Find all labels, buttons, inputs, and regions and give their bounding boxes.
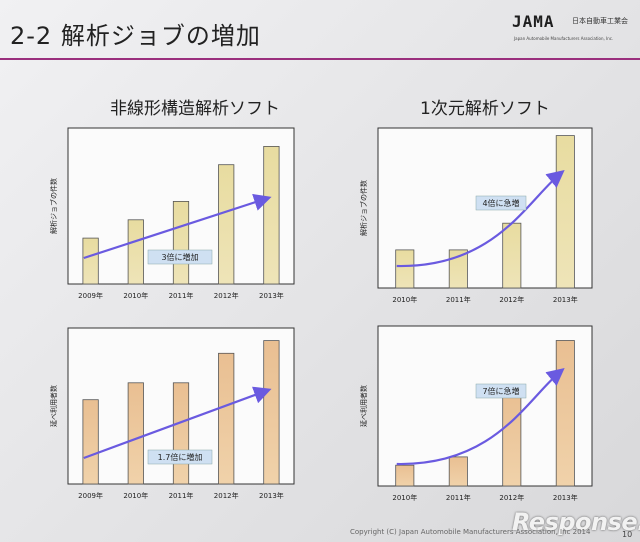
x-tick-label: 2011年 — [446, 295, 471, 304]
chart-nonlinear-jobs: 2009年 2010年 2011年 2012年 2013年 解析ジョブの件数 3倍に増加 — [49, 127, 295, 300]
bar — [218, 352, 235, 485]
annotation-box — [147, 249, 213, 265]
y-axis-label: 解析ジョブの件数 — [49, 178, 58, 234]
annotation-label: 4倍に急増 — [482, 198, 519, 208]
x-tick-label: 2010年 — [123, 291, 148, 300]
x-tick-label: 2012年 — [499, 295, 524, 304]
logo-mark: JAMA — [512, 12, 555, 31]
growth-arrow — [396, 170, 565, 268]
growth-arrow — [83, 193, 272, 260]
slide-title: 2-2 解析ジョブの増加 — [10, 22, 261, 50]
copyright-footer: Copyright (C) Japan Automobile Manufactu… — [350, 528, 591, 536]
y-axis-label: 延べ利用者数 — [359, 385, 368, 427]
growth-arrow — [396, 368, 565, 466]
x-tick-label: 2010年 — [123, 491, 148, 500]
response-watermark: Response. — [512, 508, 640, 536]
jama-logo: JAMA 日本自動車工業会 Japan Automobile Manufactu… — [512, 12, 636, 52]
bar — [502, 392, 522, 487]
chart-1d-users: 2010年 2011年 2012年 2013年 延べ利用者数 7倍に急増 — [359, 325, 593, 502]
x-tick-label: 2011年 — [169, 491, 194, 500]
bar — [82, 399, 99, 485]
annotation-label: 7倍に急増 — [482, 386, 519, 396]
logo-subtitle: Japan Automobile Manufacturers Associati… — [514, 36, 614, 41]
y-axis-label: 延べ利用者数 — [49, 385, 58, 427]
growth-arrow — [83, 386, 272, 460]
bar — [127, 382, 144, 485]
bar — [448, 249, 468, 289]
bar — [218, 164, 235, 285]
logo-text: 日本自動車工業会 — [572, 17, 628, 25]
x-tick-label: 2012年 — [214, 491, 239, 500]
bar — [502, 222, 522, 289]
annotation-box — [475, 383, 527, 399]
annotation-label: 1.7倍に増加 — [158, 452, 203, 462]
x-tick-label: 2011年 — [169, 291, 194, 300]
bar — [172, 201, 190, 285]
x-tick-label: 2010年 — [392, 493, 417, 502]
section-title-nonlinear: 非線形構造解析ソフト — [110, 99, 280, 119]
bar — [395, 249, 415, 289]
page-number: 10 — [622, 530, 633, 539]
chart-1d-jobs: 2010年 2011年 2012年 2013年 解析ジョブの件数 4倍に急増 — [359, 127, 593, 304]
x-tick-label: 2010年 — [392, 295, 417, 304]
x-tick-label: 2013年 — [553, 295, 578, 304]
x-tick-label: 2013年 — [259, 291, 284, 300]
annotation-label: 3倍に増加 — [161, 252, 198, 262]
bar — [172, 382, 190, 485]
y-axis-label: 解析ジョブの件数 — [359, 180, 368, 236]
x-tick-label: 2011年 — [446, 493, 471, 502]
chart-nonlinear-users: 2009年 2010年 2011年 2012年 2013年 延べ利用者数 1.7倍に増加 — [49, 327, 295, 500]
bar — [82, 237, 99, 285]
bar — [395, 464, 415, 487]
x-tick-label: 2012年 — [499, 493, 524, 502]
annotation-box — [147, 449, 213, 465]
x-tick-label: 2009年 — [78, 491, 103, 500]
x-tick-label: 2009年 — [78, 291, 103, 300]
x-tick-label: 2012年 — [214, 291, 239, 300]
bar — [263, 145, 280, 285]
bar — [555, 135, 575, 289]
x-tick-label: 2013年 — [259, 491, 284, 500]
title-divider — [0, 58, 640, 60]
x-tick-label: 2013年 — [553, 493, 578, 502]
bar — [263, 340, 280, 485]
section-title-1d: 1次元解析ソフト — [420, 99, 550, 119]
bar — [555, 340, 575, 487]
annotation-box — [475, 195, 527, 211]
bar — [448, 456, 468, 487]
bar — [127, 219, 144, 285]
